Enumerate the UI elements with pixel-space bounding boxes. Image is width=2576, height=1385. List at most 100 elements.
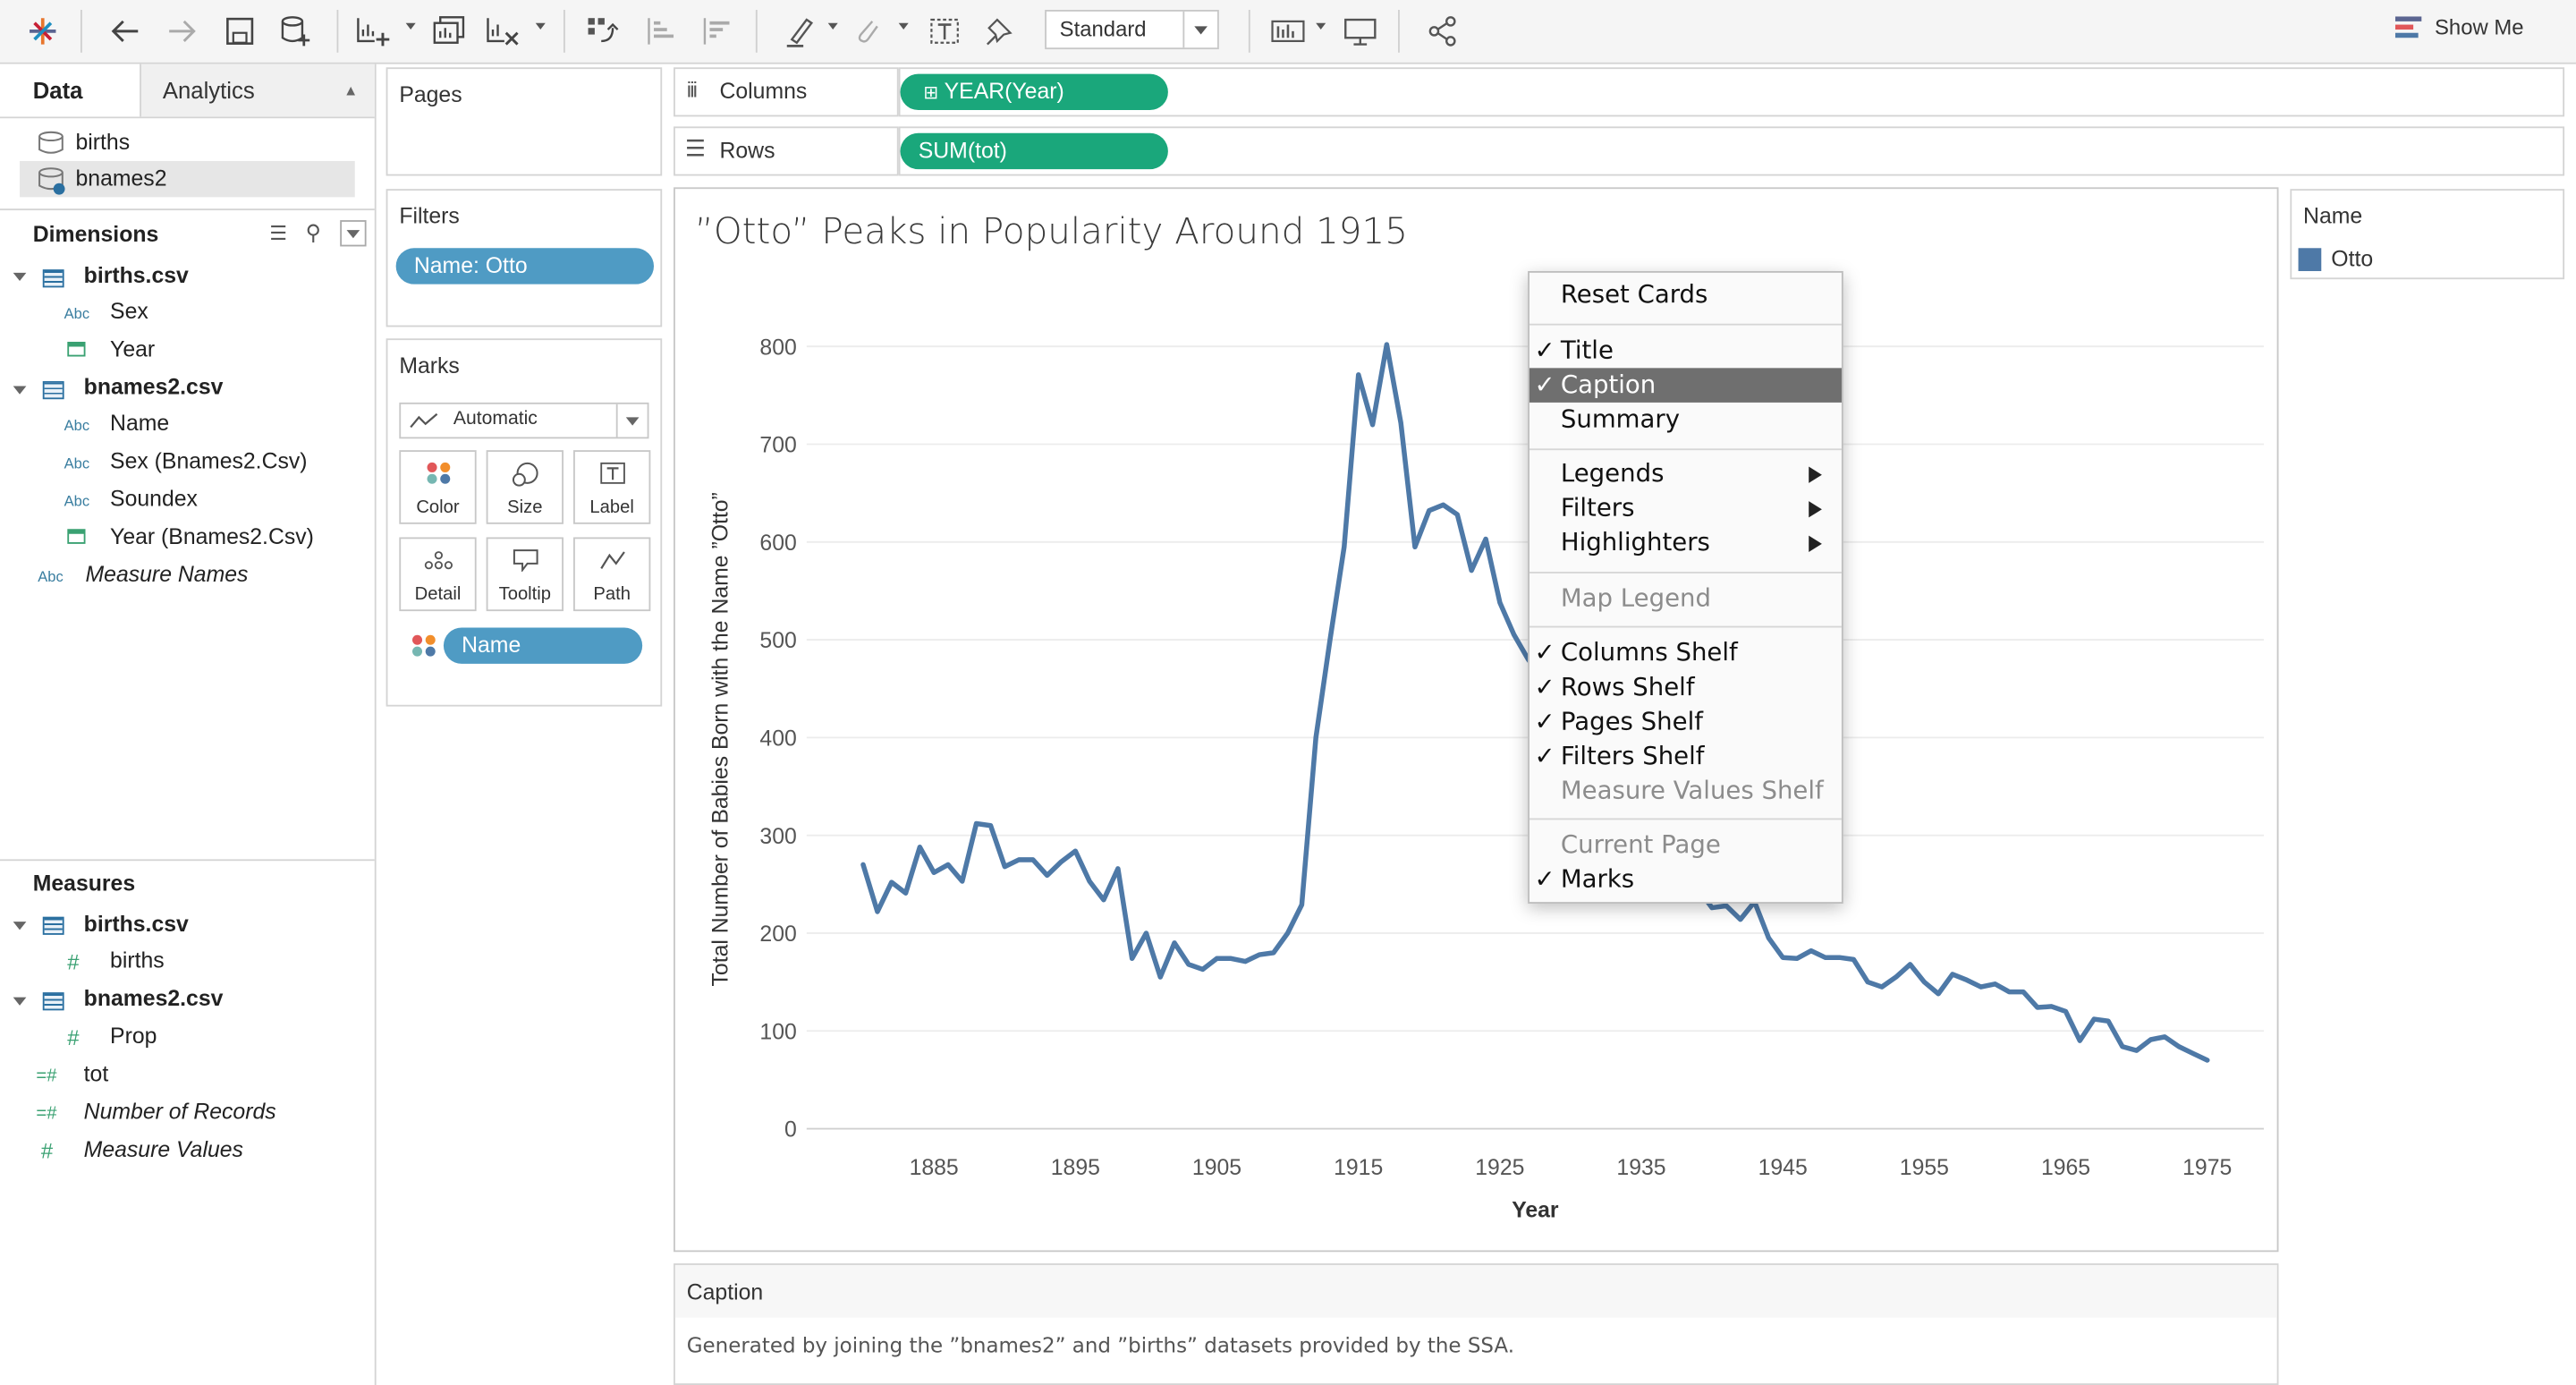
chevron-up-down-icon: ▲ xyxy=(343,81,359,99)
tableau-logo-icon[interactable] xyxy=(23,12,63,51)
label-icon[interactable] xyxy=(925,12,964,51)
filter-pill-name[interactable]: Name: Otto xyxy=(395,248,655,285)
dimensions-menu-button[interactable] xyxy=(340,220,367,247)
expand-births-dims-icon[interactable] xyxy=(13,272,27,282)
filters-card[interactable]: Filters Name: Otto xyxy=(386,189,663,327)
tooltip-button[interactable]: Tooltip xyxy=(486,537,564,612)
highlight-icon[interactable] xyxy=(780,12,819,51)
expand-bnames2-dims-icon[interactable] xyxy=(13,386,27,395)
menu-item-label: Rows Shelf xyxy=(1560,672,1695,702)
columns-pill-year[interactable]: ⊞ YEAR(Year) xyxy=(900,73,1168,111)
field-name[interactable]: Name xyxy=(110,411,170,436)
forward-icon[interactable] xyxy=(163,12,202,51)
label-label: Label xyxy=(589,497,634,518)
rows-pill-sum-tot[interactable]: SUM(tot) xyxy=(900,132,1168,170)
field-measure-names[interactable]: Measure Names xyxy=(85,562,249,587)
field-sex-bnames2[interactable]: Sex (Bnames2.Csv) xyxy=(110,448,308,473)
new-datasource-icon[interactable] xyxy=(276,12,316,51)
viz-title[interactable]: ”Otto” Peaks in Popularity Around 1915 xyxy=(694,211,1408,253)
checkmark-icon: ✓ xyxy=(1534,335,1555,365)
detail-icon xyxy=(423,551,453,570)
datasource-bnames2[interactable]: bnames2 xyxy=(75,166,167,191)
marks-card: Marks Automatic Color Size Label Detail … xyxy=(386,338,663,707)
save-icon[interactable] xyxy=(220,12,259,51)
field-year-bnames2[interactable]: Year (Bnames2.Csv) xyxy=(110,523,314,549)
y-tick-label: 500 xyxy=(759,629,796,653)
menu-item-marks[interactable]: ✓ Marks xyxy=(1530,862,1842,897)
menu-item-label: Highlighters xyxy=(1560,527,1710,557)
detail-button[interactable]: Detail xyxy=(399,537,477,612)
color-button[interactable]: Color xyxy=(399,450,477,524)
y-axis-ticks: 0 100 200 300 400 500 600 700 800 xyxy=(759,336,796,1142)
share-icon[interactable] xyxy=(1423,12,1462,51)
field-sex[interactable]: Sex xyxy=(110,299,148,324)
menu-item-legends[interactable]: Legends xyxy=(1530,456,1842,491)
menu-item-rows-shelf[interactable]: ✓ Rows Shelf xyxy=(1530,670,1842,705)
columns-shelf[interactable]: ⊞ YEAR(Year) xyxy=(898,67,2565,117)
field-prop[interactable]: Prop xyxy=(110,1024,157,1049)
menu-item-highlighters[interactable]: Highlighters xyxy=(1530,526,1842,561)
legend-item-otto[interactable]: Otto xyxy=(2331,246,2374,271)
field-number-of-records[interactable]: Number of Records xyxy=(83,1099,276,1125)
menu-item-label: Title xyxy=(1560,335,1614,365)
measure-table-births[interactable]: births.csv xyxy=(83,912,189,937)
color-legend[interactable]: Name Otto xyxy=(2290,189,2565,280)
x-tick-label: 1915 xyxy=(1334,1156,1383,1180)
measure-table-bnames2[interactable]: bnames2.csv xyxy=(83,985,224,1011)
rows-shelf[interactable]: SUM(tot) xyxy=(898,126,2565,176)
sort-ascending-icon[interactable] xyxy=(642,12,682,51)
field-soundex[interactable]: Soundex xyxy=(110,486,198,512)
search-icon[interactable]: ⚲ xyxy=(305,220,322,245)
tab-data[interactable]: Data xyxy=(0,64,141,117)
field-tot[interactable]: tot xyxy=(83,1061,109,1086)
menu-item-title[interactable]: ✓ Title xyxy=(1530,334,1842,369)
view-list-icon[interactable]: ☰ xyxy=(269,221,287,245)
datasource-births[interactable]: births xyxy=(75,130,131,155)
show-me-button[interactable]: Show Me xyxy=(2394,15,2524,39)
expand-bnames2-measures-icon[interactable] xyxy=(13,997,27,1006)
sort-descending-icon[interactable] xyxy=(699,12,738,51)
field-births[interactable]: births xyxy=(110,947,165,973)
pin-icon[interactable] xyxy=(981,12,1021,51)
menu-item-label: Measure Values Shelf xyxy=(1560,775,1824,805)
menu-item-filters[interactable]: Filters xyxy=(1530,491,1842,526)
columns-label: Columns xyxy=(719,79,808,104)
label-button[interactable]: Label xyxy=(573,450,651,524)
datasource-icon xyxy=(36,130,65,165)
view-mode-select[interactable]: Standard xyxy=(1045,10,1219,50)
menu-item-caption[interactable]: ✓ Caption xyxy=(1529,368,1842,403)
cards-icon[interactable] xyxy=(1268,12,1308,51)
swap-icon[interactable] xyxy=(583,12,623,51)
mark-type-select[interactable]: Automatic xyxy=(399,402,649,439)
filters-card-title: Filters xyxy=(399,203,460,229)
chevron-down-icon xyxy=(1182,11,1217,48)
date-type-icon xyxy=(67,341,86,357)
menu-item-summary[interactable]: Summary xyxy=(1530,403,1842,438)
menu-item-pages-shelf[interactable]: ✓ Pages Shelf xyxy=(1530,705,1842,740)
line-chart[interactable]: 0 100 200 300 400 500 600 700 800 1885 1895 1905 19… xyxy=(675,189,2277,1250)
size-button[interactable]: Size xyxy=(486,450,564,524)
presentation-icon[interactable] xyxy=(1341,12,1380,51)
new-worksheet-icon[interactable] xyxy=(353,12,393,51)
menu-item-columns-shelf[interactable]: ✓ Columns Shelf xyxy=(1530,636,1842,671)
dim-table-bnames2[interactable]: bnames2.csv xyxy=(83,374,224,400)
back-icon[interactable] xyxy=(106,12,145,51)
tab-analytics[interactable]: Analytics ▲ xyxy=(140,64,375,117)
clear-sheet-icon[interactable] xyxy=(483,12,522,51)
viz-area[interactable]: ”Otto” Peaks in Popularity Around 1915 0… xyxy=(674,187,2279,1253)
path-button[interactable]: Path xyxy=(573,537,651,612)
field-year[interactable]: Year xyxy=(110,336,156,361)
x-tick-label: 1895 xyxy=(1051,1156,1100,1180)
series-line-otto[interactable] xyxy=(860,342,2210,1063)
menu-item-filters-shelf[interactable]: ✓ Filters Shelf xyxy=(1530,739,1842,774)
group-icon[interactable] xyxy=(848,12,887,51)
dim-table-births[interactable]: births.csv xyxy=(83,262,189,288)
menu-item-reset-cards[interactable]: Reset Cards xyxy=(1530,277,1842,312)
expand-births-measures-icon[interactable] xyxy=(13,922,27,930)
duplicate-sheet-icon[interactable] xyxy=(430,12,470,51)
marks-pill-name[interactable]: Name xyxy=(443,627,643,664)
date-type-icon xyxy=(67,529,86,544)
field-measure-values[interactable]: Measure Values xyxy=(83,1136,243,1162)
caption-card[interactable]: Caption Generated by joining the ”bnames… xyxy=(674,1263,2279,1385)
pages-card[interactable]: Pages xyxy=(386,67,663,176)
